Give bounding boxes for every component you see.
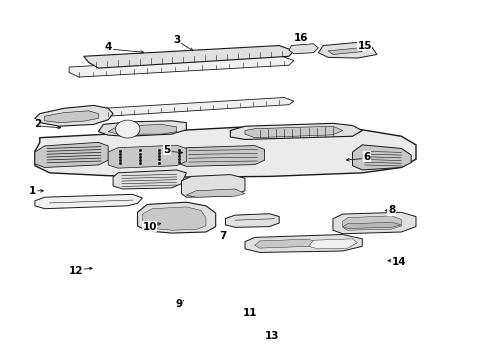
Polygon shape <box>84 45 294 68</box>
Polygon shape <box>343 222 401 228</box>
Text: 7: 7 <box>220 231 227 240</box>
Polygon shape <box>113 170 186 189</box>
Polygon shape <box>35 194 143 209</box>
Polygon shape <box>108 125 176 134</box>
Polygon shape <box>186 189 245 197</box>
Text: 6: 6 <box>364 152 371 162</box>
Polygon shape <box>245 126 343 138</box>
Polygon shape <box>138 202 216 233</box>
Polygon shape <box>225 214 279 227</box>
Circle shape <box>116 120 140 138</box>
Text: 4: 4 <box>104 42 112 52</box>
Polygon shape <box>108 145 186 168</box>
Polygon shape <box>318 42 377 58</box>
Text: 5: 5 <box>163 144 171 154</box>
Text: 12: 12 <box>69 266 84 276</box>
Polygon shape <box>103 98 294 116</box>
Polygon shape <box>245 234 362 252</box>
Text: 14: 14 <box>392 257 406 267</box>
Polygon shape <box>35 142 108 167</box>
Polygon shape <box>35 127 416 177</box>
Polygon shape <box>230 123 362 139</box>
Polygon shape <box>309 239 357 249</box>
Polygon shape <box>289 44 318 54</box>
Polygon shape <box>45 111 98 123</box>
Text: 8: 8 <box>388 206 395 216</box>
Polygon shape <box>333 212 416 234</box>
Text: 10: 10 <box>143 222 157 231</box>
Text: 1: 1 <box>29 186 36 196</box>
Polygon shape <box>69 55 294 77</box>
Text: 3: 3 <box>173 35 180 45</box>
Polygon shape <box>176 145 265 166</box>
Text: 15: 15 <box>358 41 372 50</box>
Polygon shape <box>255 239 318 248</box>
Polygon shape <box>143 207 206 230</box>
Text: 9: 9 <box>175 299 183 309</box>
Text: 11: 11 <box>243 308 257 318</box>
Polygon shape <box>181 175 245 197</box>
Polygon shape <box>35 105 113 126</box>
Polygon shape <box>98 121 186 136</box>
Text: 16: 16 <box>294 33 308 43</box>
Text: 13: 13 <box>265 331 279 341</box>
Polygon shape <box>352 145 411 170</box>
Polygon shape <box>343 216 401 230</box>
Polygon shape <box>328 48 362 54</box>
Text: 2: 2 <box>34 120 41 129</box>
